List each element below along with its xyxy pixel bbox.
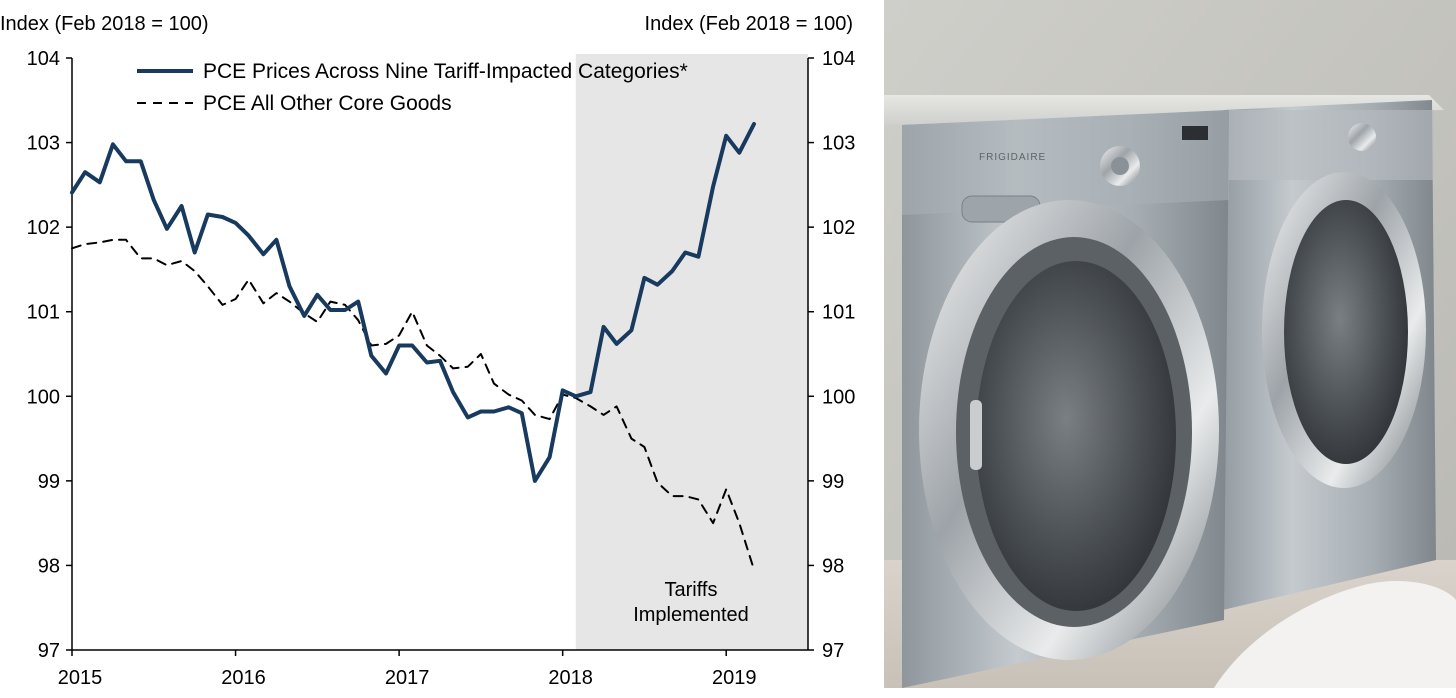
right-axis-label: Index (Feb 2018 = 100) [645,13,853,35]
brand-logo: FRIGIDAIRE [979,152,1046,163]
x-tick-label: 2019 [712,667,757,689]
x-tick-label: 2015 [58,667,103,689]
left-y-tick-label: 103 [27,133,60,155]
x-tick-label: 2018 [548,667,593,689]
washer-door-hinge [970,400,982,470]
legend-label-core-goods-series: PCE All Other Core Goods [203,92,452,115]
right-y-tick-label: 98 [822,555,844,577]
washer: FRIGIDAIRE [902,110,1229,688]
right-y-tick-label: 104 [822,48,855,70]
left-y-tick-label: 102 [27,217,60,239]
left-y-tick-label: 99 [38,471,60,493]
x-tick-label: 2017 [385,667,430,689]
axes [66,57,814,656]
washer-dryer-illustration: FRIGIDAIRE [884,0,1456,688]
rug [1214,580,1456,688]
tariffs-shaded-region [575,54,808,650]
legend: PCE Prices Across Nine Tariff-Impacted C… [137,60,688,115]
left-y-tick-label: 100 [27,386,60,408]
right-y-tick-label: 102 [822,217,855,239]
annotation-tariffs: Tariffs [665,579,718,601]
legend-label-tariff-series: PCE Prices Across Nine Tariff-Impacted C… [203,60,688,83]
washer-door-glass [976,261,1176,611]
right-y-tick-label: 103 [822,133,855,155]
left-y-tick-label: 104 [27,48,60,70]
dryer [1214,100,1436,612]
chart-svg: 97 97 98 98 99 99 100 100 101 101 102 102 103 103 104 1… [0,13,856,689]
annotation-implemented: Implemented [633,604,749,626]
right-y-tick-label: 99 [822,471,844,493]
dryer-knob [1348,123,1376,151]
washer-display [1182,126,1208,140]
dryer-door-glass [1284,200,1408,464]
right-y-tick-label: 100 [822,386,855,408]
series-lines [70,122,756,571]
countertop [884,95,1444,125]
right-y-tick-label: 101 [822,302,855,324]
left-y-tick-label: 101 [27,302,60,324]
right-y-tick-label: 97 [822,640,844,662]
x-tick-label: 2016 [221,667,266,689]
series-line-core-goods [71,238,755,571]
chart: 97 97 98 98 99 99 100 100 101 101 102 102 103 103 104 1… [0,13,856,689]
washer-dryer-photo: FRIGIDAIRE [884,0,1456,688]
left-y-tick-label: 97 [38,640,60,662]
left-y-tick-label: 98 [38,555,60,577]
left-axis-label: Index (Feb 2018 = 100) [0,13,208,35]
tick-labels: 97 97 98 98 99 99 100 100 101 101 102 102 103 103 104 1… [27,48,856,689]
series-line-tariff-categories [70,122,756,483]
